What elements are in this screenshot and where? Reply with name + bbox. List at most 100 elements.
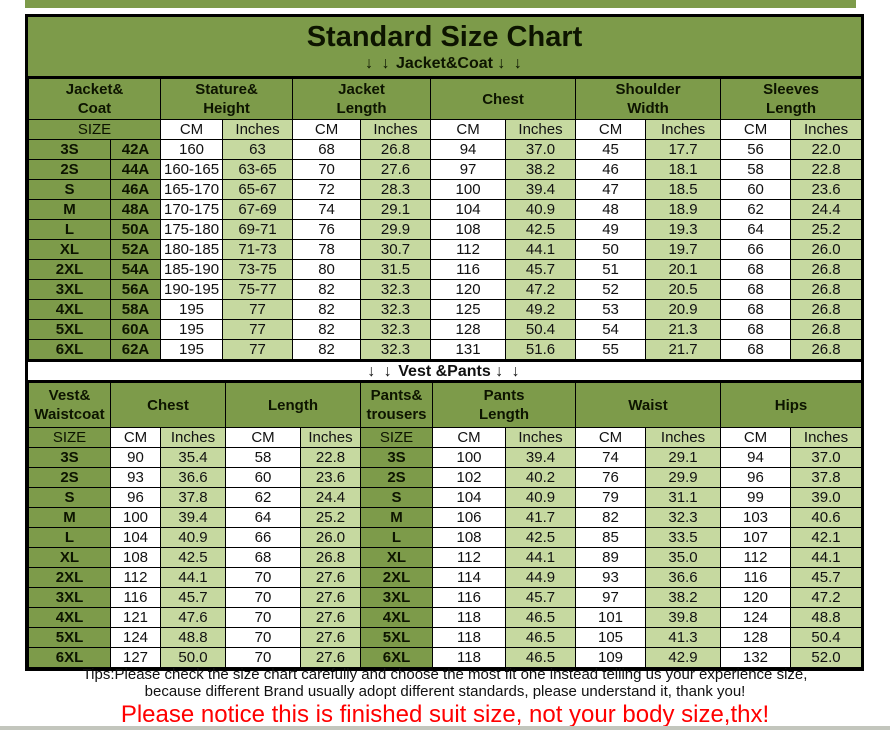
measurement-cell: 39.4: [505, 179, 577, 200]
measurement-cell: 49.2: [505, 299, 577, 320]
size-cell: 3S: [28, 447, 111, 468]
measurement-cell: 82: [575, 507, 646, 528]
unit-header-cell: SIZE: [28, 427, 111, 448]
measurement-cell: 75-77: [222, 279, 294, 300]
measurement-cell: 46.5: [505, 647, 576, 668]
measurement-cell: 76: [575, 467, 646, 488]
measurement-cell: 50: [575, 239, 647, 260]
measurement-cell: 68: [720, 319, 792, 340]
unit-header-cell: CM: [292, 119, 362, 140]
measurement-cell: 190-195: [160, 279, 224, 300]
measurement-cell: 39.0: [790, 487, 863, 508]
measurement-cell: 26.8: [300, 547, 361, 568]
measurement-cell: 104: [110, 527, 161, 548]
measurement-cell: 58: [720, 159, 792, 180]
measurement-cell: 116: [430, 259, 507, 280]
measurement-cell: 85: [575, 527, 646, 548]
measurement-cell: 44.9: [505, 567, 576, 588]
measurement-cell: 45.7: [505, 259, 577, 280]
measurement-cell: 67-69: [222, 199, 294, 220]
measurement-cell: 31.1: [644, 487, 722, 508]
measurement-cell: 68: [225, 547, 301, 568]
measurement-cell: 116: [110, 587, 161, 608]
unit-header-cell: Inches: [160, 427, 226, 448]
measurement-cell: 124: [110, 627, 161, 648]
measurement-cell: 82: [292, 319, 362, 340]
size-cell: 44A: [109, 159, 162, 180]
measurement-cell: 116: [720, 567, 792, 588]
vest-pants-size-table: Vest& Waistcoat Chest Length Pants& trouser…: [28, 382, 863, 668]
measurement-cell: 74: [575, 447, 646, 468]
measurement-cell: 27.6: [300, 567, 361, 588]
measurement-cell: 132: [720, 647, 792, 668]
measurement-cell: 42.5: [505, 219, 577, 240]
size-cell: XL: [28, 239, 111, 260]
measurement-cell: 18.5: [645, 179, 722, 200]
size-row: 3XL 56A 190-195 75-77 82 32.3 120 47.2 52 20.5 68 2…: [28, 279, 863, 300]
group-header-cell: Hips: [720, 382, 863, 428]
unit-header-cell: CM: [160, 119, 224, 140]
measurement-cell: 18.1: [645, 159, 722, 180]
measurement-cell: 78: [292, 239, 362, 260]
size-cell: 4XL: [28, 607, 111, 628]
measurement-cell: 71-73: [222, 239, 294, 260]
size-row: 2S 93 36.6 60 23.6 2S 102 40.2 76 29.9 96 37.8: [28, 467, 863, 488]
measurement-cell: 195: [160, 339, 224, 360]
measurement-cell: 35.4: [160, 447, 226, 468]
unit-header-cell: Inches: [790, 427, 863, 448]
measurement-cell: 65-67: [222, 179, 294, 200]
vest-pants-section-label: ↓ ↓ Vest &Pants ↓ ↓: [28, 360, 861, 382]
measurement-cell: 79: [575, 487, 646, 508]
size-cell: S: [360, 487, 433, 508]
size-row: 5XL 124 48.8 70 27.6 5XL 118 46.5 105 41.3 128 50.4: [28, 627, 863, 648]
measurement-cell: 47: [575, 179, 647, 200]
size-cell: M: [28, 199, 111, 220]
measurement-cell: 38.2: [644, 587, 722, 608]
size-row: 4XL 121 47.6 70 27.6 4XL 118 46.5 101 39.8 124 48.8: [28, 607, 863, 628]
measurement-cell: 68: [720, 279, 792, 300]
unit-header-row: SIZE CM Inches CM Inches CM Inches CM Inches CM In…: [27, 119, 863, 140]
measurement-cell: 68: [720, 299, 792, 320]
measurement-cell: 70: [225, 647, 301, 668]
measurement-cell: 49: [575, 219, 647, 240]
measurement-cell: 64: [720, 219, 792, 240]
measurement-cell: 27.6: [300, 627, 361, 648]
measurement-cell: 32.3: [360, 299, 432, 320]
unit-header-row: SIZE CM Inches CM Inches SIZE CM Inches CM Inches…: [28, 427, 863, 448]
measurement-cell: 112: [430, 239, 507, 260]
measurement-cell: 170-175: [160, 199, 224, 220]
measurement-cell: 27.6: [300, 587, 361, 608]
measurement-cell: 44.1: [505, 547, 576, 568]
size-cell: 3S: [28, 139, 111, 160]
size-cell: 2S: [28, 467, 111, 488]
measurement-cell: 195: [160, 319, 224, 340]
measurement-cell: 70: [225, 627, 301, 648]
measurement-cell: 31.5: [360, 259, 432, 280]
page-title: Standard Size Chart: [306, 21, 583, 53]
measurement-cell: 26.0: [300, 527, 361, 548]
group-header-cell: Vest& Waistcoat: [28, 382, 111, 428]
measurement-cell: 82: [292, 339, 362, 360]
measurement-cell: 17.7: [645, 139, 722, 160]
size-cell: 46A: [109, 179, 162, 200]
size-row: 3S 90 35.4 58 22.8 3S 100 39.4 74 29.1 94 37.0: [28, 447, 863, 468]
measurement-cell: 127: [110, 647, 161, 668]
size-cell: 62A: [109, 339, 162, 360]
size-row: 6XL 62A 195 77 82 32.3 131 51.6 55 21.7 68 26.8: [28, 339, 863, 360]
measurement-cell: 50.0: [160, 647, 226, 668]
measurement-cell: 37.8: [790, 467, 863, 488]
measurement-cell: 23.6: [790, 179, 863, 200]
measurement-cell: 44.1: [505, 239, 577, 260]
down-arrows-icon: ↓ ↓: [495, 363, 522, 380]
measurement-cell: 70: [292, 159, 362, 180]
jacket-coat-size-table: Jacket& Coat Stature& Height Jacket Length…: [27, 78, 863, 360]
measurement-cell: 33.5: [644, 527, 722, 548]
unit-header-cell: Inches: [644, 427, 722, 448]
size-cell: 3XL: [28, 279, 111, 300]
measurement-cell: 46.5: [505, 627, 576, 648]
measurement-cell: 118: [432, 627, 506, 648]
measurement-cell: 74: [292, 199, 362, 220]
measurement-cell: 22.8: [300, 447, 361, 468]
unit-header-cell: CM: [575, 427, 646, 448]
unit-header-cell: CM: [110, 427, 161, 448]
